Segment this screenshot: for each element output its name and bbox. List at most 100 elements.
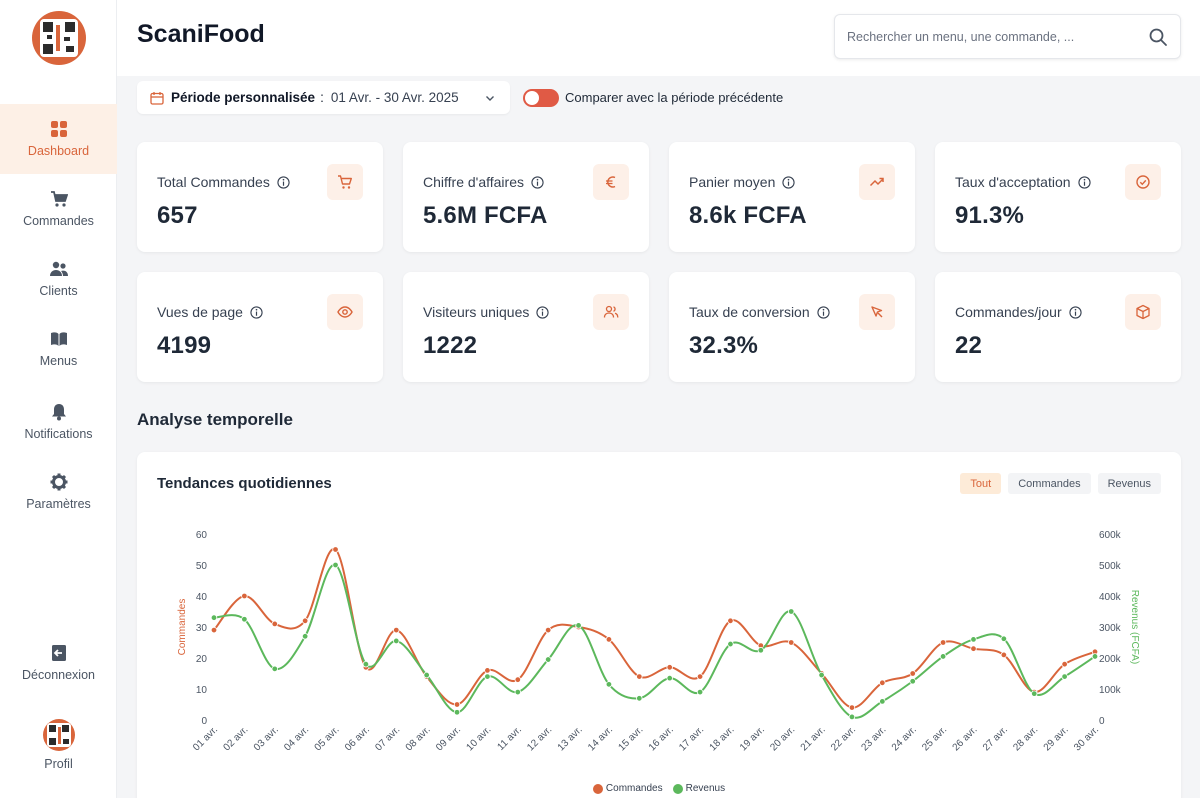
cart-icon <box>50 191 68 207</box>
data-point-revenus <box>757 647 765 654</box>
data-point-revenus <box>909 678 916 685</box>
period-selector[interactable]: Période personnalisée : 01 Avr. - 30 Avr… <box>137 81 510 114</box>
x-tick-label: 02 avr. <box>221 724 250 753</box>
kpi-label: Total Commandes <box>157 174 270 190</box>
daily-trends-chart: 0 10 20 30 40 50 60 0 100k 200k 300k 400k 500k 600k Co… <box>177 530 1140 753</box>
tab-commandes[interactable]: Commandes <box>1008 473 1091 494</box>
search-input[interactable] <box>847 27 1137 47</box>
info-icon[interactable] <box>531 175 544 189</box>
kpi-value: 32.3% <box>689 332 759 359</box>
sidebar-item-label: Notifications <box>24 427 93 441</box>
info-icon[interactable] <box>1077 175 1091 189</box>
sidebar-item-clients[interactable]: Clients <box>0 244 117 314</box>
chart-legend: Commandes Revenus <box>137 783 1181 794</box>
x-tick-label: 19 avr. <box>738 724 767 753</box>
x-tick-label: 06 avr. <box>343 724 372 753</box>
y-right-tick-label: 400k <box>1099 592 1122 603</box>
y-right-tick-label: 100k <box>1099 685 1122 696</box>
kpi-icon-wrap <box>1125 294 1161 330</box>
kpi-label: Taux de conversion <box>689 304 810 320</box>
info-icon[interactable] <box>536 305 550 319</box>
qr-logo-icon <box>46 723 71 747</box>
profile-button[interactable]: Profil <box>0 710 117 780</box>
data-point-revenus <box>271 665 278 673</box>
x-tick-label: 10 avr. <box>465 724 494 753</box>
data-point-commandes <box>788 639 795 646</box>
chart-panel: Tendances quotidiennes Tout Commandes Re… <box>137 452 1181 798</box>
data-point-commandes <box>666 664 673 671</box>
search-icon[interactable] <box>1148 27 1168 47</box>
check-circle-icon <box>1136 175 1150 189</box>
sidebar-item-label: Clients <box>39 284 78 298</box>
app-logo[interactable] <box>32 11 86 65</box>
kpi-card-panier-moyen: Panier moyen 8.6k FCFA <box>669 142 915 252</box>
y-left-axis-title: Commandes <box>177 599 188 656</box>
compare-toggle[interactable] <box>523 89 559 107</box>
legend-item-revenus[interactable]: Revenus <box>672 783 726 794</box>
data-point-commandes <box>453 701 461 708</box>
period-label: Période personnalisée <box>171 90 316 105</box>
data-point-revenus <box>301 633 309 640</box>
x-tick-label: 18 avr. <box>708 724 737 753</box>
data-point-revenus <box>818 671 825 679</box>
x-tick-label: 25 avr. <box>920 724 949 753</box>
box-icon <box>1136 304 1150 320</box>
y-left-tick-label: 0 <box>201 716 207 727</box>
data-point-commandes <box>241 592 248 600</box>
x-tick-label: 04 avr. <box>282 724 311 753</box>
sidebar-item-commandes[interactable]: Commandes <box>0 174 117 244</box>
x-tick-label: 16 avr. <box>647 724 676 753</box>
y-right-tick-label: 600k <box>1099 530 1122 541</box>
y-left-tick-label: 50 <box>196 561 208 572</box>
euro-icon <box>606 176 616 188</box>
kpi-card-total-commandes: Total Commandes 657 <box>137 142 383 252</box>
x-tick-label: 26 avr. <box>951 724 980 753</box>
sidebar-item-notifications[interactable]: Notifications <box>0 387 117 457</box>
data-point-commandes <box>1061 660 1068 668</box>
info-icon[interactable] <box>782 175 796 189</box>
tab-tout[interactable]: Tout <box>960 473 1002 494</box>
legend-item-commandes[interactable]: Commandes <box>592 783 663 794</box>
sidebar-item-dashboard[interactable]: Dashboard <box>0 104 117 174</box>
data-point-revenus <box>848 713 856 721</box>
info-icon[interactable] <box>1068 305 1082 319</box>
tab-revenus[interactable]: Revenus <box>1097 473 1161 494</box>
x-tick-label: 09 avr. <box>434 724 463 753</box>
data-point-revenus <box>636 695 643 702</box>
kpi-label: Visiteurs uniques <box>423 304 530 320</box>
data-point-revenus <box>362 660 370 668</box>
info-icon[interactable] <box>250 305 263 319</box>
y-right-axis-title: Revenus (FCFA) <box>1129 590 1140 664</box>
logout-button[interactable]: Déconnexion <box>0 628 117 698</box>
data-point-commandes <box>939 639 947 646</box>
info-icon[interactable] <box>817 305 830 319</box>
compare-label: Comparer avec la période précédente <box>565 90 784 105</box>
data-point-revenus <box>788 608 795 615</box>
logout-icon <box>51 645 66 661</box>
info-icon[interactable] <box>277 175 290 189</box>
data-point-revenus <box>575 622 582 629</box>
y-right-tick-label: 200k <box>1099 654 1122 665</box>
kpi-value: 5.6M FCFA <box>423 202 548 229</box>
legend-label: Revenus <box>685 783 726 794</box>
x-tick-label: 23 avr. <box>859 724 888 753</box>
data-point-revenus <box>1091 653 1099 660</box>
users-icon <box>49 261 68 276</box>
x-tick-label: 15 avr. <box>616 724 645 753</box>
kpi-value: 1222 <box>423 332 478 359</box>
sidebar-item-menus[interactable]: Menus <box>0 314 117 384</box>
legend-swatch <box>592 783 603 794</box>
sidebar-item-parametres[interactable]: Paramètres <box>0 457 117 527</box>
profile-label: Profil <box>44 757 73 771</box>
kpi-icon-wrap <box>593 294 629 330</box>
search-box[interactable] <box>834 14 1181 59</box>
bell-icon <box>51 404 66 421</box>
kpi-icon-wrap <box>327 164 363 200</box>
kpi-card-visiteurs-uniques: Visiteurs uniques 1222 <box>403 272 649 382</box>
kpi-label: Taux d'acceptation <box>955 174 1071 190</box>
kpi-label-wrap: Total Commandes <box>157 174 290 190</box>
kpi-label-wrap: Visiteurs uniques <box>423 304 550 320</box>
data-point-revenus <box>453 709 461 716</box>
kpi-card-taux-conversion: Taux de conversion 32.3% <box>669 272 915 382</box>
legend-swatch <box>672 783 683 794</box>
